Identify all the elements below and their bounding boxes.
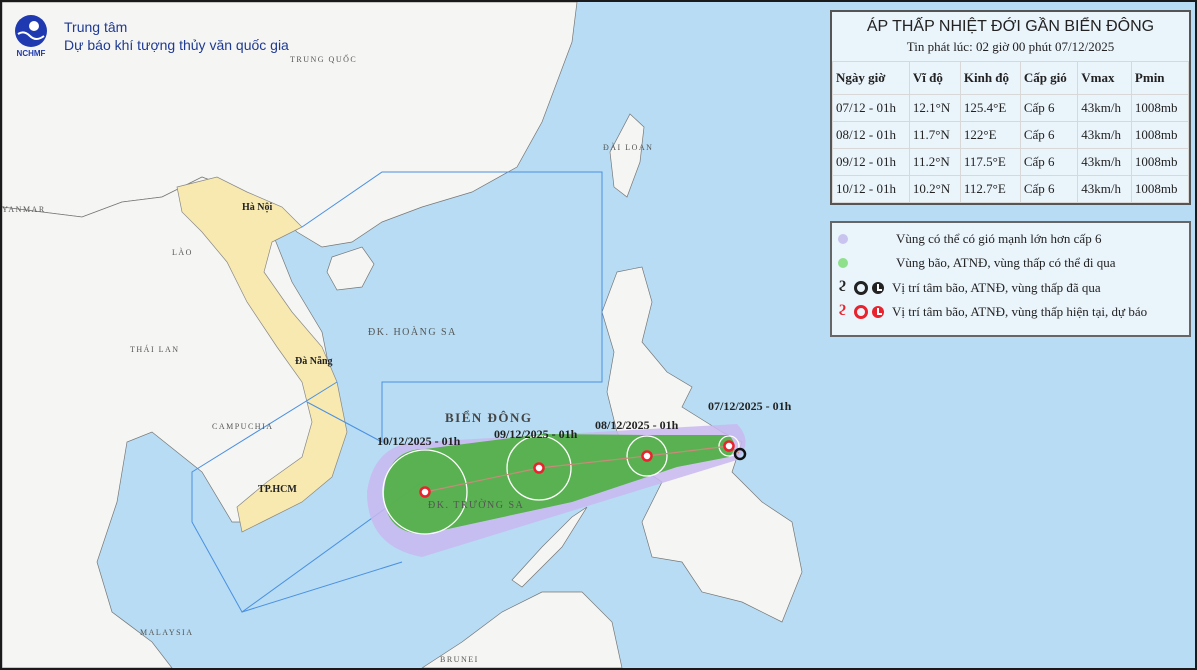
forecast-centers	[419, 440, 735, 498]
col-lon: Kinh độ	[959, 61, 1021, 95]
city-danang: Đà Nẵng	[295, 356, 333, 367]
track-label-10-12: 10/12/2025 - 01h	[377, 434, 461, 448]
label-china: TRUNG QUỐC	[290, 55, 358, 64]
land-hainan	[326, 246, 375, 291]
cell: 43km/h	[1077, 148, 1132, 176]
land-vietnam	[176, 176, 348, 533]
cell: 11.7°N	[908, 121, 961, 149]
nchmf-logo: NCHMF	[15, 15, 47, 58]
cell: 43km/h	[1077, 121, 1132, 149]
low-icon	[872, 281, 884, 294]
legend-item-track-zone: Vùng bão, ATNĐ, vùng thấp có thể đi qua	[838, 255, 1116, 271]
org-line1: Trung tâm	[64, 19, 128, 35]
purple-dot-icon	[838, 234, 848, 244]
depression-icon	[854, 304, 868, 319]
table-row: 08/12 - 01h 11.7°N 122°E Cấp 6 43km/h 1008mb	[832, 121, 1190, 149]
label-truong-sa: ĐK. TRƯỜNG SA	[428, 500, 525, 511]
legend-label: Vùng có thể có gió mạnh lớn hơn cấp 6	[896, 231, 1102, 246]
land-borneo	[421, 591, 623, 668]
boundary-lines	[191, 171, 603, 613]
cell: 08/12 - 01h	[832, 121, 910, 149]
legend: Vùng có thể có gió mạnh lớn hơn cấp 6 Vù…	[830, 221, 1191, 337]
cell: Cấp 6	[1019, 121, 1079, 149]
cell: 10/12 - 01h	[832, 175, 910, 203]
low-icon	[872, 305, 884, 318]
center-08-12	[641, 450, 653, 462]
cell: Cấp 6	[1019, 175, 1079, 203]
typhoon-icon: ϩ	[838, 303, 847, 319]
cell: 1008mb	[1130, 94, 1190, 122]
green-dot-icon	[838, 258, 848, 268]
legend-item-wind-zone: Vùng có thể có gió mạnh lớn hơn cấp 6	[838, 231, 1101, 247]
track-label-08-12: 08/12/2025 - 01h	[595, 418, 679, 432]
cell: 117.5°E	[959, 148, 1021, 176]
label-cambodia: CAMPUCHIA	[212, 422, 274, 431]
svg-text:NCHMF: NCHMF	[17, 49, 46, 58]
track-label-07-12: 07/12/2025 - 01h	[708, 399, 792, 413]
header: NCHMF Trung tâm Dự báo khí tượng thủy vă…	[12, 14, 289, 58]
legend-label: Vị trí tâm bão, ATNĐ, vùng thấp hiện tại…	[892, 303, 1148, 319]
cell: 12.1°N	[908, 94, 961, 122]
cell: 07/12 - 01h	[832, 94, 910, 122]
label-myanmar: YANMAR	[2, 205, 46, 214]
cell: 1008mb	[1130, 175, 1190, 203]
cell: Cấp 6	[1019, 94, 1079, 122]
table-header: Ngày giờ Vĩ độ Kinh độ Cấp gió Vmax Pmin	[832, 61, 1190, 95]
cell: Cấp 6	[1019, 148, 1079, 176]
legend-label: Vùng bão, ATNĐ, vùng thấp có thể đi qua	[896, 255, 1116, 270]
past-position-marker	[733, 447, 747, 461]
cell: 43km/h	[1077, 175, 1132, 203]
legend-label: Vị trí tâm bão, ATNĐ, vùng thấp đã qua	[892, 279, 1101, 295]
cell: 1008mb	[1130, 121, 1190, 149]
info-panel: ÁP THẤP NHIỆT ĐỚI GẦN BIỂN ĐÔNG Tin phát…	[830, 10, 1191, 205]
uncertainty-circles	[382, 435, 740, 535]
legend-item-past: ϩ Vị trí tâm bão, ATNĐ, vùng thấp đã qua	[838, 279, 1101, 296]
table-row: 07/12 - 01h 12.1°N 125.4°E Cấp 6 43km/h 1008m…	[832, 94, 1190, 122]
table-row: 09/12 - 01h 11.2°N 117.5°E Cấp 6 43km/h 1008m…	[832, 148, 1190, 176]
center-10-12	[419, 486, 431, 498]
issued-time: Tin phát lúc: 02 giờ 00 phút 07/12/2025	[906, 39, 1115, 54]
cell: 112.7°E	[959, 175, 1021, 203]
table-row: 10/12 - 01h 10.2°N 112.7°E Cấp 6 43km/h 1008m…	[832, 175, 1190, 203]
cell: 11.2°N	[908, 148, 961, 176]
label-hoang-sa: ĐK. HOÀNG SA	[368, 327, 457, 338]
col-lat: Vĩ độ	[908, 61, 961, 95]
typhoon-icon: ϩ	[838, 279, 847, 295]
cell: 10.2°N	[908, 175, 961, 203]
forecast-table: Ngày giờ Vĩ độ Kinh độ Cấp gió Vmax Pmin…	[832, 61, 1190, 203]
land-palawan	[511, 506, 588, 588]
city-hcm: TP.HCM	[258, 484, 297, 495]
label-laos: LÀO	[172, 248, 193, 257]
col-wind-level: Cấp gió	[1019, 61, 1079, 95]
cell: 09/12 - 01h	[832, 148, 910, 176]
depression-icon	[854, 280, 868, 295]
label-thailand: THÁI LAN	[130, 345, 180, 354]
land-taiwan	[609, 113, 645, 198]
cell: 125.4°E	[959, 94, 1021, 122]
label-malaysia: MALAYSIA	[140, 628, 194, 637]
center-09-12	[533, 462, 545, 474]
legend-item-forecast: ϩ Vị trí tâm bão, ATNĐ, vùng thấp hiện t…	[838, 303, 1147, 320]
cell: 122°E	[959, 121, 1021, 149]
track-label-09-12: 09/12/2025 - 01h	[494, 427, 578, 441]
cell: 43km/h	[1077, 94, 1132, 122]
col-vmax: Vmax	[1077, 61, 1132, 95]
label-brunei: BRUNEI	[440, 655, 479, 664]
col-datetime: Ngày giờ	[832, 61, 910, 95]
panel-title: ÁP THẤP NHIỆT ĐỚI GẦN BIỂN ĐÔNG	[866, 18, 1155, 35]
city-hanoi: Hà Nội	[242, 202, 273, 213]
cell: 1008mb	[1130, 148, 1190, 176]
label-bien-dong: BIỂN ĐÔNG	[445, 410, 533, 425]
label-taiwan: ĐÀI LOAN	[603, 143, 654, 152]
center-07-12	[723, 440, 735, 452]
org-line2: Dự báo khí tượng thủy văn quốc gia	[64, 37, 289, 53]
col-pmin: Pmin	[1130, 61, 1190, 95]
